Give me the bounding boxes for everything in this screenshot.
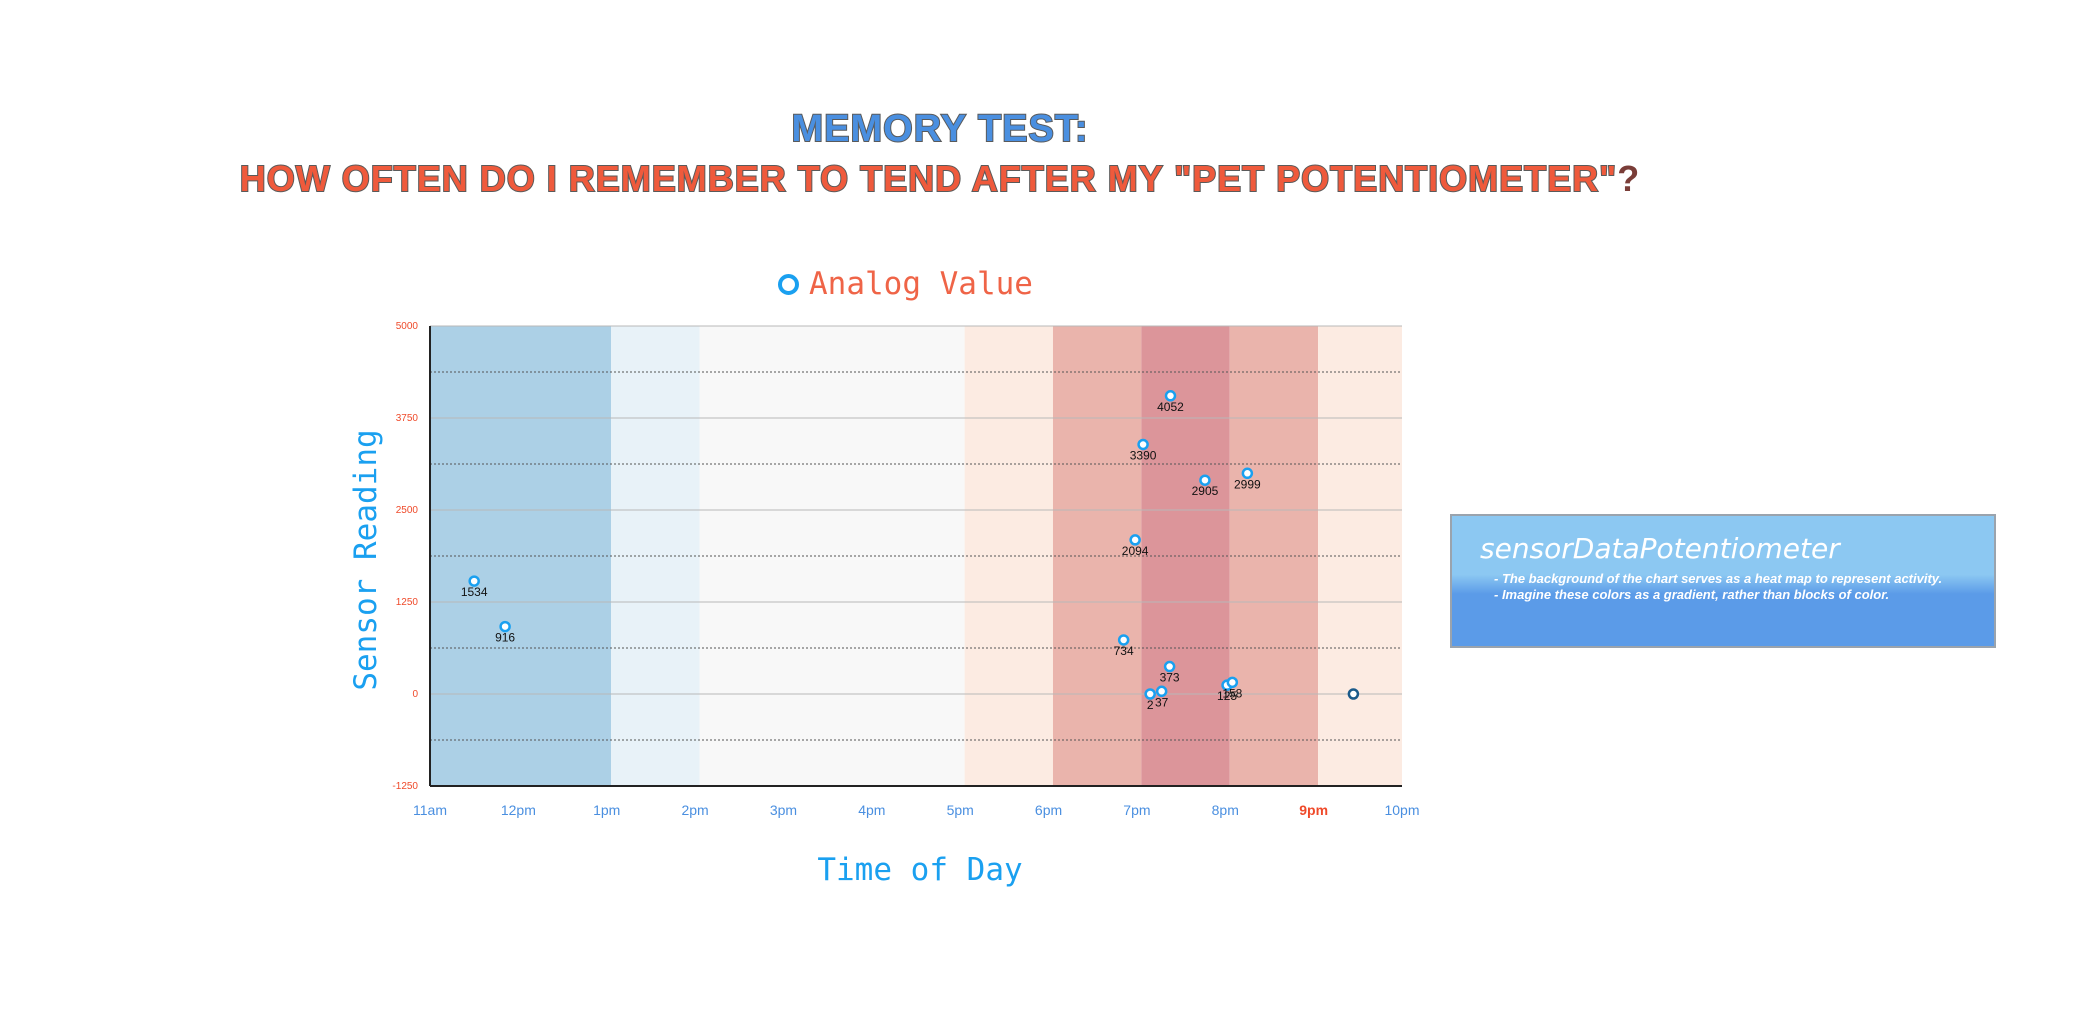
data-point[interactable] [1144,688,1156,700]
data-label: 4052 [1157,400,1184,414]
data-point[interactable] [1137,438,1149,451]
x-tick-label: 10pm [1384,802,1419,818]
data-point[interactable] [1241,467,1254,480]
info-box-note: - The background of the chart serves as … [1494,571,1943,586]
x-tick-label: 1pm [593,802,620,818]
chart-title-line-2: HOW OFTEN DO I REMEMBER TO TEND AFTER MY… [0,157,1880,200]
legend-label: Analog Value [809,266,1033,302]
info-box-title: sensorDataPotentiometer [1480,532,1840,565]
y-tick-label: 3750 [396,413,419,424]
legend-marker-icon [778,273,799,295]
data-point[interactable] [1226,676,1239,689]
data-label: 3390 [1130,448,1157,462]
data-label: 373 [1160,671,1180,685]
data-label: 37 [1155,695,1169,709]
data-label: 158 [1222,686,1242,700]
x-tick-label: 2pm [681,802,708,818]
data-point[interactable] [1117,634,1130,646]
data-point[interactable] [1199,474,1211,486]
data-point[interactable] [1347,688,1360,700]
data-label: 2999 [1234,477,1261,491]
chart-legend[interactable]: Analog Value [778,266,1033,302]
data-point[interactable] [468,575,480,587]
x-tick-label: 4pm [858,802,885,818]
x-tick-label: 11am [413,802,447,818]
x-tick-label: 7pm [1123,802,1150,818]
data-label: 1534 [461,585,488,599]
data-label: 2094 [1122,544,1149,558]
chart-title-line-2-text: HOW OFTEN DO I REMEMBER TO TEND AFTER MY… [239,157,1618,200]
x-tick-label: 5pm [947,802,974,818]
y-tick-label: -1250 [392,781,418,792]
info-box-notes: - The background of the chart serves as … [1480,571,1966,603]
data-label: 125 [1217,689,1237,703]
x-tick-label: 9pm [1299,802,1328,818]
x-tick-label: 12pm [501,802,536,818]
y-tick-label: 5000 [396,321,419,332]
info-box: sensorDataPotentiometer - The background… [1450,514,1996,648]
y-tick-label: 2500 [396,505,419,516]
data-label: 2905 [1192,484,1219,498]
y-tick-label: 1250 [396,597,419,608]
data-label: 2 [1147,698,1154,712]
data-point[interactable] [1163,660,1176,673]
chart-title-line-1: MEMORY TEST: [790,107,1089,151]
x-axis-label: Time of Day [817,852,1023,888]
heatmap-band [430,326,612,786]
data-point[interactable] [1129,534,1141,546]
data-label: 916 [495,631,515,645]
x-tick-label: 6pm [1035,802,1062,818]
x-tick-label: 3pm [770,802,797,818]
data-label: 734 [1114,644,1134,658]
data-point[interactable] [1155,685,1168,698]
info-box-note: - Imagine these colors as a gradient, ra… [1494,587,1890,602]
data-point[interactable] [1164,390,1177,402]
chart-title-question-mark: ? [1617,158,1641,199]
data-point[interactable] [499,620,511,633]
x-tick-label: 8pm [1212,802,1239,818]
y-tick-label: 0 [412,689,418,700]
heatmap-band [1318,326,1402,786]
